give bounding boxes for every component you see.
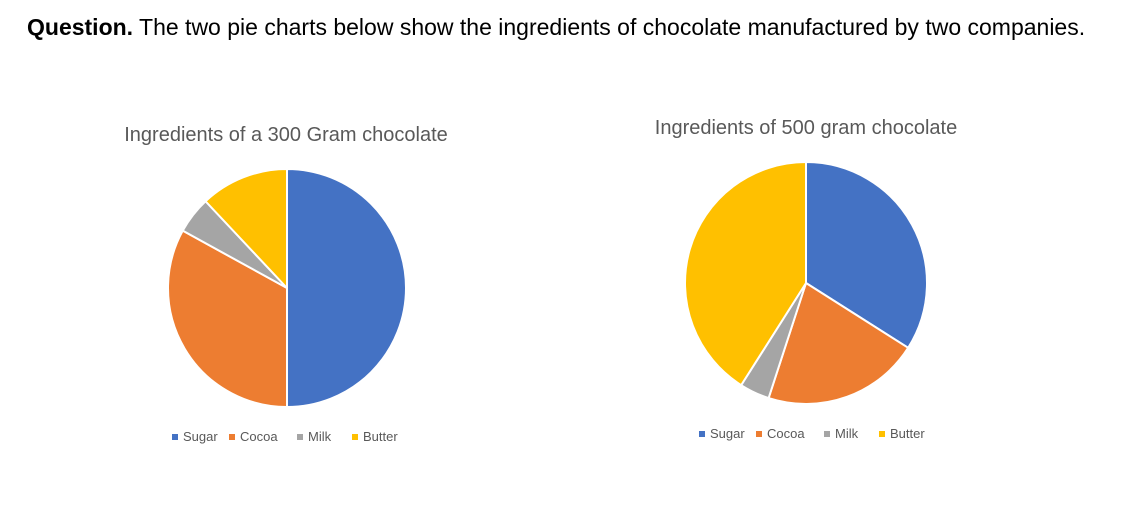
legend-label-milk: Milk [308, 429, 332, 444]
legend-label-milk: Milk [835, 426, 859, 441]
pie-slice-butter [204, 168, 288, 289]
legend-label-butter: Butter [363, 429, 398, 444]
legend-item-butter: Butter [352, 429, 398, 444]
chart-2: Ingredients of 500 gram chocolate Sugar C… [655, 117, 957, 441]
legend-swatch-milk [824, 431, 830, 437]
question-body: The two pie charts below show the ingred… [133, 14, 1086, 40]
legend-item-milk: Milk [824, 426, 859, 441]
legend-label-cocoa: Cocoa [240, 429, 278, 444]
legend-swatch-butter [352, 434, 358, 440]
legend-swatch-cocoa [229, 434, 235, 440]
question-text: Question. The two pie charts below show … [27, 14, 1085, 41]
question-lead: Question. [27, 14, 134, 40]
legend-swatch-cocoa [756, 431, 762, 437]
legend-swatch-sugar [172, 434, 178, 440]
legend-item-cocoa: Cocoa [756, 426, 805, 441]
legend-swatch-milk [297, 434, 303, 440]
chart-1-legend: Sugar Cocoa Milk Butter [172, 429, 398, 444]
pie-slice-cocoa [167, 229, 288, 408]
legend-item-sugar: Sugar [699, 426, 745, 441]
pie-slice-butter [684, 161, 807, 387]
chart-1: Ingredients of a 300 Gram chocolate Suga… [124, 124, 448, 444]
chart-1-pie [167, 168, 407, 408]
legend-swatch-butter [879, 431, 885, 437]
legend-item-cocoa: Cocoa [229, 429, 278, 444]
chart-2-legend: Sugar Cocoa Milk Butter [699, 426, 925, 441]
legend-swatch-sugar [699, 431, 705, 437]
legend-label-sugar: Sugar [710, 426, 745, 441]
legend-label-butter: Butter [890, 426, 925, 441]
chart-2-title: Ingredients of 500 gram chocolate [655, 117, 957, 139]
legend-item-sugar: Sugar [172, 429, 218, 444]
chart-1-title: Ingredients of a 300 Gram chocolate [124, 124, 448, 146]
legend-label-sugar: Sugar [183, 429, 218, 444]
pie-slice-cocoa [767, 282, 910, 405]
pie-slice-sugar [286, 168, 407, 408]
legend-item-butter: Butter [879, 426, 925, 441]
legend-label-cocoa: Cocoa [767, 426, 805, 441]
legend-item-milk: Milk [297, 429, 332, 444]
chart-2-pie [684, 161, 928, 405]
